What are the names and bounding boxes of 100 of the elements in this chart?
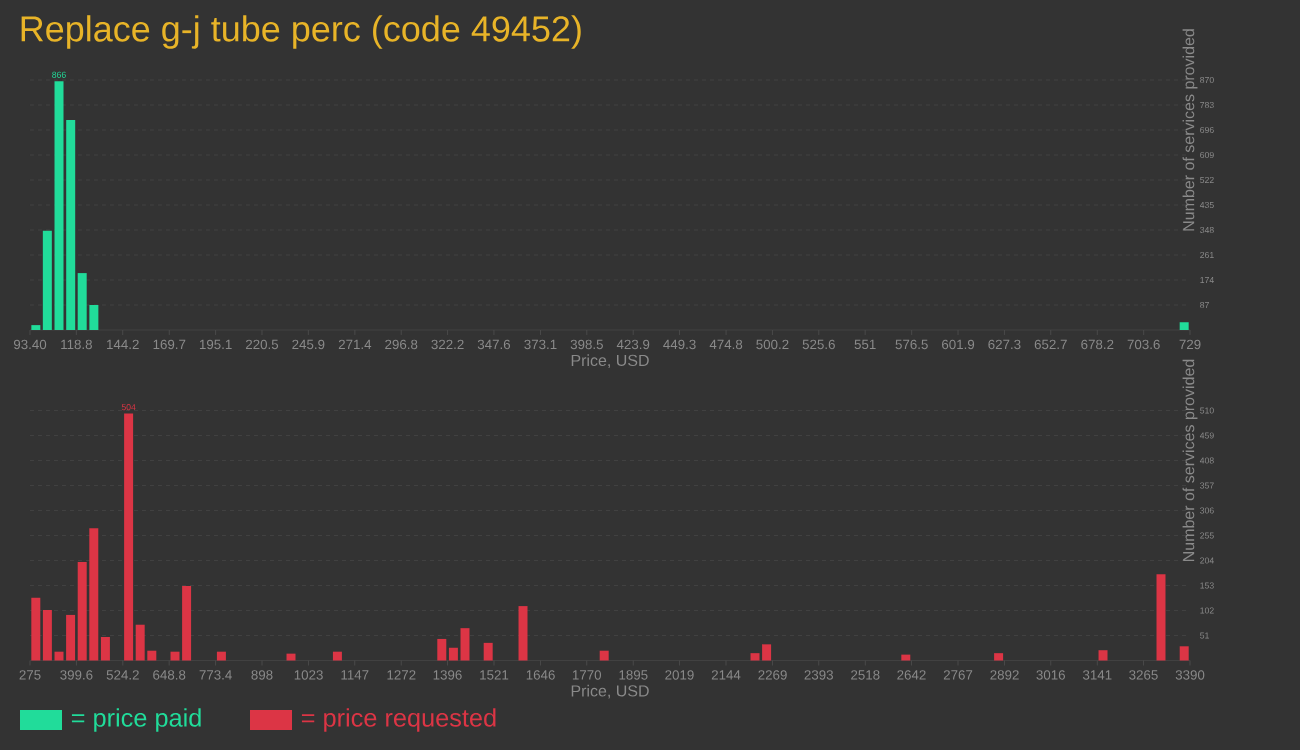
- x-tick-label: 1646: [526, 670, 555, 680]
- x-tick-label: 1770: [572, 670, 602, 680]
- x-tick-label: 525.6: [802, 339, 835, 350]
- x-tick-label: 271.4: [338, 339, 372, 350]
- x-tick-label: 169.7: [153, 339, 186, 350]
- data-label: 866: [52, 71, 66, 78]
- bar: [42, 230, 52, 330]
- bar: [518, 606, 528, 661]
- y-tick-label: 408: [1199, 457, 1214, 464]
- bar: [1179, 646, 1189, 661]
- bar: [89, 528, 99, 661]
- bar: [1156, 574, 1166, 661]
- legend-label: = price paid: [71, 708, 201, 732]
- x-tick-label: 729: [1179, 339, 1201, 350]
- x-tick-label: 245.9: [292, 339, 325, 350]
- x-tick-label: 1396: [433, 670, 462, 680]
- x-tick-label: 195.1: [199, 339, 232, 350]
- x-tick-label: 2767: [943, 670, 973, 680]
- x-tick-label: 2642: [897, 670, 926, 680]
- x-tick-label: 576.5: [895, 339, 928, 350]
- x-tick-label: 551: [854, 339, 876, 350]
- x-tick-label: 773.4: [199, 670, 232, 680]
- x-tick-label: 322.2: [431, 339, 464, 350]
- x-tick-label: 2269: [758, 670, 787, 680]
- x-tick-label: 296.8: [385, 339, 418, 350]
- x-tick-label: 648.8: [153, 670, 186, 680]
- x-tick-label: 3141: [1082, 670, 1112, 680]
- x-tick-label: 423.9: [616, 339, 650, 350]
- bar: [483, 642, 493, 661]
- bar: [286, 653, 296, 661]
- y-axis-title: Number of services provided: [1182, 359, 1198, 562]
- y-tick-label: 87: [1200, 301, 1209, 309]
- y-tick-label: 459: [1199, 432, 1214, 439]
- x-tick-label: 627.3: [988, 339, 1021, 350]
- x-tick-label: 1147: [341, 670, 369, 680]
- bar: [994, 653, 1004, 661]
- y-tick-label: 348: [1200, 226, 1214, 234]
- bar: [332, 651, 342, 661]
- bar: [170, 651, 180, 661]
- y-tick-label: 435: [1199, 201, 1214, 209]
- x-tick-label: 474.8: [709, 339, 743, 350]
- x-tick-label: 398.5: [570, 339, 603, 350]
- x-axis-title: Price, USD: [571, 354, 649, 368]
- x-tick-label: 524.2: [106, 670, 139, 680]
- bar: [77, 273, 87, 330]
- bar: [762, 644, 772, 661]
- x-tick-label: 2144: [711, 670, 741, 680]
- bar: [135, 624, 145, 661]
- x-tick-label: 1272: [387, 670, 416, 680]
- x-tick-label: 2393: [804, 670, 833, 680]
- bar: [124, 413, 134, 661]
- x-axis-title: Price, USD: [571, 684, 649, 699]
- x-tick-label: 601.9: [942, 339, 975, 350]
- x-tick-label: 3265: [1129, 670, 1158, 680]
- x-tick-label: 898: [251, 670, 273, 680]
- y-tick-label: 255: [1200, 532, 1214, 539]
- bar: [750, 653, 760, 661]
- bar: [1179, 322, 1189, 330]
- x-tick-label: 118.8: [61, 339, 92, 350]
- x-tick-label: 1895: [619, 670, 648, 680]
- y-tick-label: 609: [1200, 151, 1214, 159]
- x-tick-label: 275: [19, 670, 41, 680]
- y-tick-label: 696: [1200, 126, 1214, 134]
- bar: [100, 636, 110, 661]
- x-tick-label: 373.1: [524, 339, 557, 350]
- data-label: 504: [121, 404, 136, 411]
- x-tick-label: 2019: [665, 670, 694, 680]
- y-tick-label: 261: [1200, 251, 1214, 259]
- x-tick-label: 1521: [480, 670, 509, 680]
- x-tick-label: 449.3: [663, 339, 696, 350]
- bar: [66, 119, 76, 330]
- bar: [77, 561, 87, 661]
- bar: [31, 325, 41, 330]
- x-tick-label: 2892: [990, 670, 1019, 680]
- bar: [66, 614, 76, 661]
- bar: [182, 585, 192, 661]
- bar: [89, 305, 99, 330]
- y-tick-label: 51: [1200, 632, 1209, 639]
- x-tick-label: 1023: [294, 670, 323, 680]
- y-axis-title: Number of services provided: [1182, 29, 1198, 231]
- bar: [54, 81, 64, 330]
- bar: [42, 610, 52, 661]
- x-tick-label: 399.6: [60, 670, 93, 680]
- x-tick-label: 678.2: [1081, 339, 1114, 350]
- bar: [599, 650, 609, 661]
- bar: [448, 647, 458, 661]
- bar: [147, 650, 157, 661]
- y-tick-label: 306: [1200, 507, 1214, 514]
- x-tick-label: 703.6: [1127, 339, 1160, 350]
- x-tick-label: 3016: [1036, 670, 1065, 680]
- x-tick-label: 220.5: [245, 339, 279, 350]
- bar: [54, 651, 64, 661]
- y-tick-label: 174: [1200, 277, 1214, 283]
- y-tick-label: 870: [1200, 76, 1214, 84]
- chart-title: Replace g-j tube perc (code 49452): [21, 15, 581, 49]
- bar: [460, 628, 470, 661]
- bar: [31, 597, 41, 661]
- bar: [1098, 650, 1108, 661]
- x-tick-label: 500.2: [756, 339, 789, 350]
- y-tick-label: 510: [1200, 407, 1214, 414]
